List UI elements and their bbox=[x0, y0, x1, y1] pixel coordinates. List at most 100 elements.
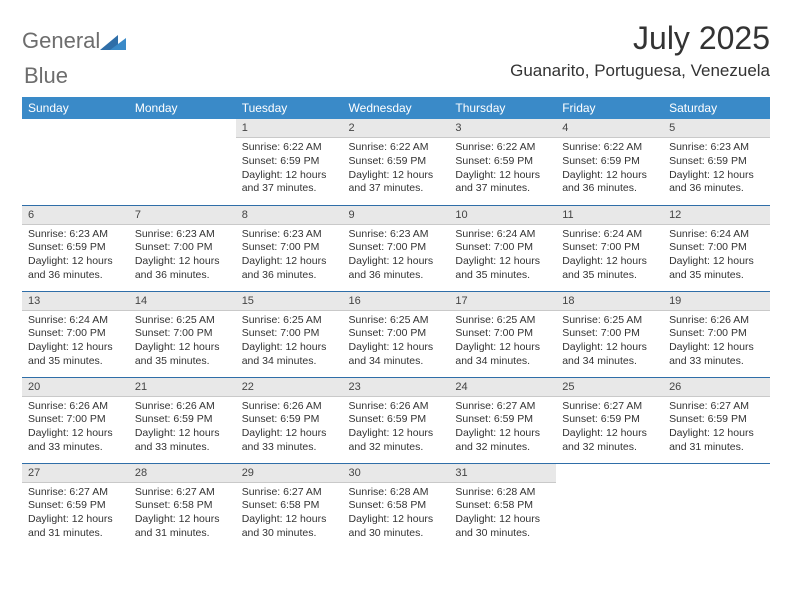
day-cell: 2 Sunrise: 6:22 AMSunset: 6:59 PMDaylight… bbox=[343, 119, 450, 205]
sunrise-text: Sunrise: 6:22 AM bbox=[455, 141, 550, 155]
day-cell: 10Sunrise: 6:24 AMSunset: 7:00 PMDayligh… bbox=[449, 205, 556, 291]
day-body: Sunrise: 6:28 AMSunset: 6:58 PMDaylight:… bbox=[449, 483, 556, 545]
sunrise-text: Sunrise: 6:24 AM bbox=[455, 228, 550, 242]
week-row: 1Sunrise: 6:22 AMSunset: 6:59 PMDaylight… bbox=[22, 119, 770, 205]
day-body: Sunrise: 6:23 AMSunset: 7:00 PMDaylight:… bbox=[129, 225, 236, 287]
sunset-text: Sunset: 7:00 PM bbox=[669, 241, 764, 255]
day-cell: 25Sunrise: 6:27 AMSunset: 6:59 PMDayligh… bbox=[556, 377, 663, 463]
day-header: Thursday bbox=[449, 97, 556, 119]
sunrise-text: Sunrise: 6:25 AM bbox=[455, 314, 550, 328]
sunset-text: Sunset: 6:58 PM bbox=[455, 499, 550, 513]
day-number: 25 bbox=[556, 378, 663, 397]
sunset-text: Sunset: 7:00 PM bbox=[242, 327, 337, 341]
sunset-text: Sunset: 6:59 PM bbox=[242, 155, 337, 169]
sunset-text: Sunset: 6:58 PM bbox=[135, 499, 230, 513]
day-number: 4 bbox=[556, 119, 663, 138]
day-header: Sunday bbox=[22, 97, 129, 119]
sunset-text: Sunset: 7:00 PM bbox=[562, 327, 657, 341]
daylight-text: Daylight: 12 hours and 30 minutes. bbox=[455, 513, 550, 540]
day-number: 2 bbox=[343, 119, 450, 138]
day-cell: 18Sunrise: 6:25 AMSunset: 7:00 PMDayligh… bbox=[556, 291, 663, 377]
week-row: 20Sunrise: 6:26 AMSunset: 7:00 PMDayligh… bbox=[22, 377, 770, 463]
daylight-text: Daylight: 12 hours and 33 minutes. bbox=[135, 427, 230, 454]
calendar-table: SundayMondayTuesdayWednesdayThursdayFrid… bbox=[22, 97, 770, 549]
sunset-text: Sunset: 6:58 PM bbox=[242, 499, 337, 513]
day-body: Sunrise: 6:24 AMSunset: 7:00 PMDaylight:… bbox=[449, 225, 556, 287]
daylight-text: Daylight: 12 hours and 32 minutes. bbox=[455, 427, 550, 454]
brand-triangle-icon bbox=[100, 32, 126, 50]
daylight-text: Daylight: 12 hours and 33 minutes. bbox=[669, 341, 764, 368]
sunset-text: Sunset: 6:59 PM bbox=[135, 413, 230, 427]
day-body: Sunrise: 6:22 AMSunset: 6:59 PMDaylight:… bbox=[449, 138, 556, 200]
sunset-text: Sunset: 6:59 PM bbox=[349, 413, 444, 427]
day-number: 14 bbox=[129, 292, 236, 311]
day-number: 20 bbox=[22, 378, 129, 397]
day-body: Sunrise: 6:26 AMSunset: 6:59 PMDaylight:… bbox=[343, 397, 450, 459]
daylight-text: Daylight: 12 hours and 35 minutes. bbox=[28, 341, 123, 368]
day-header: Monday bbox=[129, 97, 236, 119]
sunrise-text: Sunrise: 6:27 AM bbox=[242, 486, 337, 500]
sunrise-text: Sunrise: 6:24 AM bbox=[28, 314, 123, 328]
sunset-text: Sunset: 6:59 PM bbox=[28, 241, 123, 255]
day-body: Sunrise: 6:26 AMSunset: 7:00 PMDaylight:… bbox=[22, 397, 129, 459]
sunrise-text: Sunrise: 6:26 AM bbox=[669, 314, 764, 328]
week-row: 13Sunrise: 6:24 AMSunset: 7:00 PMDayligh… bbox=[22, 291, 770, 377]
calendar-head: SundayMondayTuesdayWednesdayThursdayFrid… bbox=[22, 97, 770, 119]
sunset-text: Sunset: 7:00 PM bbox=[135, 241, 230, 255]
day-number: 21 bbox=[129, 378, 236, 397]
sunset-text: Sunset: 7:00 PM bbox=[562, 241, 657, 255]
day-body: Sunrise: 6:23 AMSunset: 7:00 PMDaylight:… bbox=[343, 225, 450, 287]
daylight-text: Daylight: 12 hours and 31 minutes. bbox=[135, 513, 230, 540]
day-cell: 29Sunrise: 6:27 AMSunset: 6:58 PMDayligh… bbox=[236, 463, 343, 549]
day-number: 11 bbox=[556, 206, 663, 225]
day-body: Sunrise: 6:27 AMSunset: 6:59 PMDaylight:… bbox=[556, 397, 663, 459]
day-number: 22 bbox=[236, 378, 343, 397]
sunrise-text: Sunrise: 6:26 AM bbox=[135, 400, 230, 414]
sunrise-text: Sunrise: 6:22 AM bbox=[349, 141, 444, 155]
sunrise-text: Sunrise: 6:26 AM bbox=[242, 400, 337, 414]
day-cell: 3Sunrise: 6:22 AMSunset: 6:59 PMDaylight… bbox=[449, 119, 556, 205]
daylight-text: Daylight: 12 hours and 33 minutes. bbox=[28, 427, 123, 454]
sunset-text: Sunset: 6:59 PM bbox=[455, 413, 550, 427]
day-number: 31 bbox=[449, 464, 556, 483]
day-cell bbox=[556, 463, 663, 549]
day-number: 7 bbox=[129, 206, 236, 225]
daylight-text: Daylight: 12 hours and 36 minutes. bbox=[562, 169, 657, 196]
sunset-text: Sunset: 6:59 PM bbox=[669, 413, 764, 427]
sunset-text: Sunset: 7:00 PM bbox=[669, 327, 764, 341]
day-cell: 16Sunrise: 6:25 AMSunset: 7:00 PMDayligh… bbox=[343, 291, 450, 377]
title-block: July 2025 Guanarito, Portuguesa, Venezue… bbox=[510, 20, 770, 81]
day-cell: 1Sunrise: 6:22 AMSunset: 6:59 PMDaylight… bbox=[236, 119, 343, 205]
sunrise-text: Sunrise: 6:27 AM bbox=[28, 486, 123, 500]
daylight-text: Daylight: 12 hours and 37 minutes. bbox=[455, 169, 550, 196]
day-number: 19 bbox=[663, 292, 770, 311]
sunrise-text: Sunrise: 6:22 AM bbox=[562, 141, 657, 155]
daylight-text: Daylight: 12 hours and 36 minutes. bbox=[349, 255, 444, 282]
day-body: Sunrise: 6:24 AMSunset: 7:00 PMDaylight:… bbox=[22, 311, 129, 373]
sunrise-text: Sunrise: 6:22 AM bbox=[242, 141, 337, 155]
day-number: 8 bbox=[236, 206, 343, 225]
sunrise-text: Sunrise: 6:25 AM bbox=[242, 314, 337, 328]
sunset-text: Sunset: 6:59 PM bbox=[562, 413, 657, 427]
daylight-text: Daylight: 12 hours and 36 minutes. bbox=[28, 255, 123, 282]
daylight-text: Daylight: 12 hours and 34 minutes. bbox=[455, 341, 550, 368]
day-cell bbox=[129, 119, 236, 205]
day-body: Sunrise: 6:25 AMSunset: 7:00 PMDaylight:… bbox=[129, 311, 236, 373]
day-body: Sunrise: 6:26 AMSunset: 7:00 PMDaylight:… bbox=[663, 311, 770, 373]
day-number: 12 bbox=[663, 206, 770, 225]
sunset-text: Sunset: 6:59 PM bbox=[349, 155, 444, 169]
day-cell: 8Sunrise: 6:23 AMSunset: 7:00 PMDaylight… bbox=[236, 205, 343, 291]
day-number: 29 bbox=[236, 464, 343, 483]
day-body: Sunrise: 6:22 AMSunset: 6:59 PMDaylight:… bbox=[236, 138, 343, 200]
day-body: Sunrise: 6:25 AMSunset: 7:00 PMDaylight:… bbox=[343, 311, 450, 373]
sunrise-text: Sunrise: 6:28 AM bbox=[349, 486, 444, 500]
week-row: 27Sunrise: 6:27 AMSunset: 6:59 PMDayligh… bbox=[22, 463, 770, 549]
daylight-text: Daylight: 12 hours and 36 minutes. bbox=[242, 255, 337, 282]
sunrise-text: Sunrise: 6:26 AM bbox=[349, 400, 444, 414]
daylight-text: Daylight: 12 hours and 37 minutes. bbox=[349, 169, 444, 196]
day-body: Sunrise: 6:27 AMSunset: 6:59 PMDaylight:… bbox=[449, 397, 556, 459]
day-cell: 31Sunrise: 6:28 AMSunset: 6:58 PMDayligh… bbox=[449, 463, 556, 549]
daylight-text: Daylight: 12 hours and 32 minutes. bbox=[562, 427, 657, 454]
daylight-text: Daylight: 12 hours and 34 minutes. bbox=[349, 341, 444, 368]
daylight-text: Daylight: 12 hours and 35 minutes. bbox=[135, 341, 230, 368]
